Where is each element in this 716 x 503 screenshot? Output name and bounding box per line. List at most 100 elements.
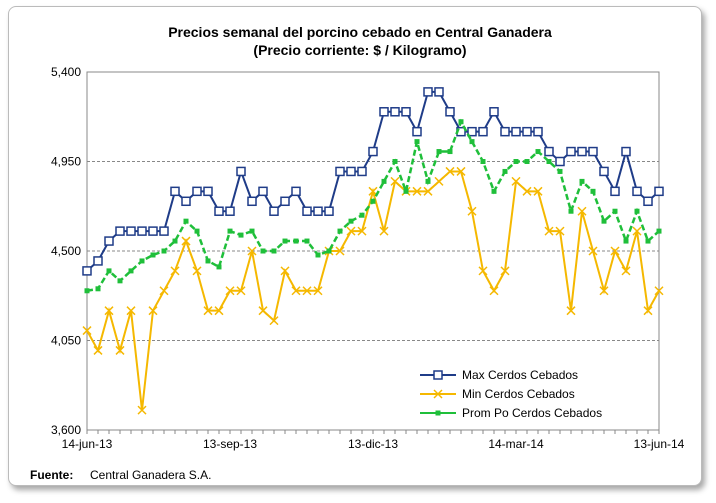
marker <box>302 206 312 216</box>
marker <box>128 268 134 274</box>
marker <box>544 226 554 236</box>
marker <box>634 208 640 214</box>
marker <box>513 159 519 164</box>
marker <box>403 188 409 194</box>
legend-marker <box>433 370 443 380</box>
marker <box>337 228 343 234</box>
marker <box>381 178 387 184</box>
marker <box>159 286 169 296</box>
marker <box>192 186 202 197</box>
marker <box>139 258 145 264</box>
marker <box>577 206 587 216</box>
marker <box>568 208 574 214</box>
marker <box>370 198 376 204</box>
marker <box>205 258 211 264</box>
marker <box>137 405 147 415</box>
marker <box>643 196 653 207</box>
marker <box>104 306 114 316</box>
marker <box>359 212 365 218</box>
marker <box>467 126 477 137</box>
marker <box>236 166 246 177</box>
marker <box>632 186 642 197</box>
marker <box>181 236 191 246</box>
marker <box>414 139 420 145</box>
chart-frame <box>8 6 702 486</box>
marker <box>379 226 389 236</box>
marker <box>425 178 431 184</box>
marker <box>82 266 92 276</box>
source-text: Central Ganadera S.A. <box>90 468 211 482</box>
marker <box>491 188 497 194</box>
marker <box>500 126 510 137</box>
marker <box>192 266 202 276</box>
marker <box>566 146 576 157</box>
marker <box>511 126 521 137</box>
marker <box>467 206 477 216</box>
y-tick-label: 3,600 <box>51 423 81 437</box>
marker <box>93 256 103 266</box>
marker <box>645 238 651 244</box>
marker <box>170 266 180 276</box>
x-tick-label: 13-dic-13 <box>348 437 398 451</box>
marker <box>117 278 123 284</box>
y-tick-label: 4,950 <box>51 155 81 169</box>
marker <box>500 266 510 276</box>
marker <box>95 286 101 292</box>
marker <box>423 87 433 97</box>
marker <box>557 168 563 174</box>
marker <box>280 266 290 276</box>
marker <box>115 226 125 236</box>
marker <box>304 238 310 244</box>
marker <box>502 168 508 174</box>
marker <box>238 232 244 238</box>
marker <box>170 186 180 197</box>
x-tick-label: 13-jun-14 <box>634 437 685 451</box>
legend-label: Max Cerdos Cebados <box>462 368 578 382</box>
marker <box>379 107 389 117</box>
marker <box>172 238 178 244</box>
marker <box>84 288 90 294</box>
marker <box>194 228 200 234</box>
marker <box>392 159 398 164</box>
marker <box>588 146 598 157</box>
marker <box>401 107 411 117</box>
marker <box>203 306 213 316</box>
source-label: Fuente: <box>30 468 73 482</box>
marker <box>524 159 530 164</box>
marker <box>326 248 332 254</box>
marker <box>390 176 400 186</box>
marker <box>313 206 323 216</box>
marker <box>654 286 664 296</box>
marker <box>623 238 629 244</box>
marker <box>489 286 499 296</box>
marker <box>291 286 301 296</box>
marker <box>115 345 125 355</box>
marker <box>214 306 224 316</box>
marker <box>227 228 233 234</box>
marker <box>249 228 255 234</box>
marker <box>357 166 367 177</box>
marker <box>601 218 607 224</box>
marker <box>161 248 167 254</box>
chart-title: Precios semanal del porcino cebado en Ce… <box>168 24 552 40</box>
marker <box>293 238 299 244</box>
marker <box>469 139 475 145</box>
marker <box>390 107 400 117</box>
marker <box>412 186 422 196</box>
marker <box>225 206 235 216</box>
marker <box>632 226 642 236</box>
marker <box>335 246 345 256</box>
marker <box>434 87 444 97</box>
chart-subtitle: (Precio corriente: $ / Kilogramo) <box>253 42 466 58</box>
marker <box>436 149 442 155</box>
marker <box>271 248 277 254</box>
marker <box>445 166 455 176</box>
legend-label: Min Cerdos Cebados <box>462 387 575 401</box>
marker <box>126 226 136 236</box>
marker <box>258 306 268 316</box>
marker <box>423 186 433 196</box>
marker <box>533 126 543 137</box>
marker <box>106 268 112 274</box>
marker <box>533 186 543 196</box>
